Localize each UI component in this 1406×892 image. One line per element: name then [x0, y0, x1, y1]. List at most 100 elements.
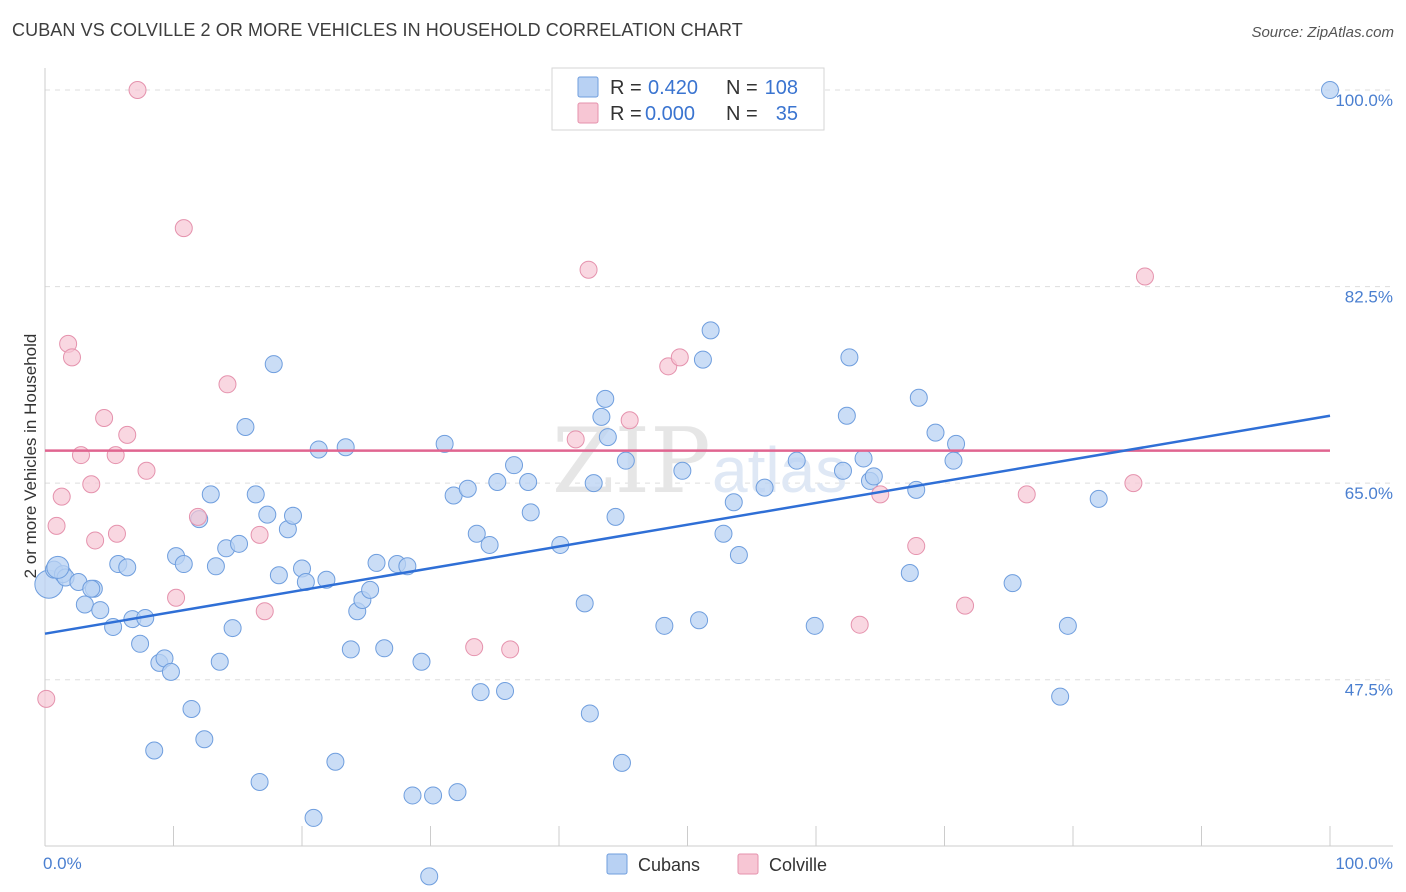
bottom-legend-label-cubans: Cubans — [638, 855, 700, 875]
point-colville — [1135, 267, 1154, 286]
point-cubans — [729, 546, 748, 565]
point-cubans — [833, 461, 852, 480]
point-cubans — [161, 662, 180, 681]
point-cubans — [284, 506, 303, 525]
point-cubans — [210, 652, 229, 671]
point-colville — [218, 375, 237, 394]
grid-lines — [45, 89, 1393, 681]
point-cubans — [805, 616, 824, 635]
point-colville — [167, 588, 186, 607]
x-tick-label-max: 100.0% — [1335, 854, 1393, 873]
x-tick-label-min: 0.0% — [43, 854, 82, 873]
point-cubans — [840, 348, 859, 367]
point-colville — [86, 531, 105, 550]
y-tick-label-0: 47.5% — [1345, 681, 1393, 700]
point-cubans — [195, 730, 214, 749]
point-cubans — [264, 355, 283, 374]
legend-swatch-colville — [577, 102, 599, 124]
point-cubans — [944, 451, 963, 470]
point-colville — [47, 516, 66, 535]
legend-n-label-2: N = — [726, 103, 758, 125]
point-cubans — [787, 451, 806, 470]
point-colville — [620, 411, 639, 430]
point-colville — [465, 638, 484, 657]
point-cubans — [361, 580, 380, 599]
point-colville — [95, 408, 114, 427]
point-cubans — [236, 417, 255, 436]
point-cubans — [854, 449, 873, 468]
point-cubans — [420, 867, 439, 886]
point-cubans — [118, 558, 137, 577]
source-credit: Source: ZipAtlas.com — [1251, 24, 1394, 41]
point-cubans — [480, 535, 499, 554]
point-colville — [670, 348, 689, 367]
point-colville — [871, 485, 890, 504]
point-cubans — [690, 611, 709, 630]
point-cubans — [580, 704, 599, 723]
point-cubans — [496, 681, 515, 700]
point-cubans — [755, 478, 774, 497]
point-cubans — [519, 473, 538, 492]
point-colville — [106, 446, 125, 465]
point-cubans — [467, 524, 486, 543]
point-cubans — [1058, 616, 1077, 635]
legend-box: R = 0.420 N = 108 R = 0.000 N = 35 — [551, 67, 825, 131]
bottom-legend-label-colville: Colville — [769, 855, 827, 875]
point-cubans — [488, 473, 507, 492]
point-colville — [107, 524, 126, 543]
point-cubans — [598, 428, 617, 447]
point-cubans — [655, 616, 674, 635]
y-tick-label-2: 82.5% — [1345, 288, 1393, 307]
point-colville — [137, 461, 156, 480]
point-colville — [128, 80, 147, 99]
trend-line-cubans — [44, 414, 1331, 635]
point-cubans — [250, 772, 269, 791]
point-cubans — [471, 683, 490, 702]
point-cubans — [82, 579, 101, 598]
point-cubans — [673, 461, 692, 480]
legend-swatch-cubans — [577, 76, 599, 98]
point-cubans — [223, 619, 242, 638]
trend-lines — [44, 414, 1331, 635]
point-cubans — [521, 503, 540, 522]
point-colville — [956, 596, 975, 615]
y-axis-label: 2 or more Vehicles in Household — [21, 334, 40, 579]
point-colville — [250, 525, 269, 544]
point-cubans — [341, 640, 360, 659]
point-colville — [566, 430, 585, 449]
y-tick-labels: 47.5% 65.0% 82.5% 100.0% — [1335, 91, 1393, 700]
point-colville — [1124, 474, 1143, 493]
point-colville — [71, 446, 90, 465]
point-cubans — [269, 566, 288, 585]
point-colville — [82, 475, 101, 494]
point-cubans — [612, 753, 631, 772]
point-colville — [907, 537, 926, 556]
point-cubans — [258, 505, 277, 524]
point-cubans — [424, 786, 443, 805]
point-cubans — [1003, 574, 1022, 593]
y-tick-label-1: 65.0% — [1345, 484, 1393, 503]
point-colville — [850, 615, 869, 634]
point-cubans — [693, 350, 712, 369]
point-cubans — [909, 388, 928, 407]
point-colville — [1017, 485, 1036, 504]
point-cubans — [505, 456, 524, 475]
point-cubans — [412, 652, 431, 671]
axes — [44, 68, 1393, 847]
point-cubans — [174, 555, 193, 574]
legend-n-value-1: 108 — [765, 77, 798, 99]
point-cubans — [75, 595, 94, 614]
point-cubans — [900, 564, 919, 583]
point-colville — [188, 507, 207, 526]
point-cubans — [714, 524, 733, 543]
y-tick-label-3: 100.0% — [1335, 91, 1393, 110]
point-cubans — [701, 321, 720, 340]
bottom-legend-swatch-cubans — [606, 853, 628, 875]
point-cubans — [837, 406, 856, 425]
point-colville — [501, 640, 520, 659]
point-cubans — [206, 557, 225, 576]
series-cubans-points — [34, 80, 1339, 886]
chart-title: CUBAN VS COLVILLE 2 OR MORE VEHICLES IN … — [12, 20, 743, 40]
point-cubans — [1321, 80, 1339, 99]
